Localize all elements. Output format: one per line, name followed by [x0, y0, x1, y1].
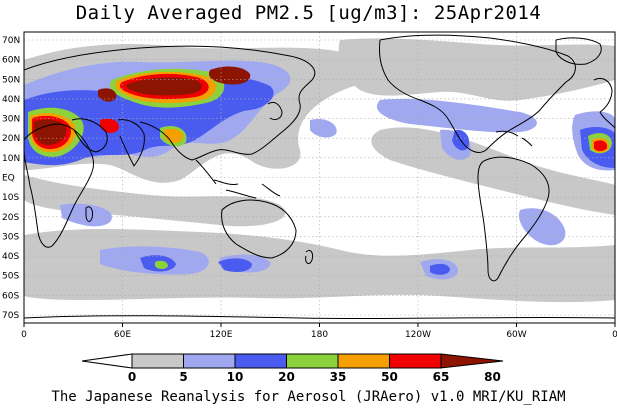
colorbar-max-triangle [440, 353, 504, 369]
latitude-label: 30N [2, 115, 20, 125]
colorbar-label: 20 [278, 370, 295, 384]
longitude-label: 120E [210, 330, 233, 340]
colorbar-label: 0 [128, 370, 136, 384]
latitude-label: EQ [2, 174, 15, 184]
colorbar-label: 5 [179, 370, 187, 384]
latitude-labels: 70N 60N 50N 40N 30N 20N 10N EQ 10S 20S 30S 40S 50S 60… [2, 36, 20, 321]
latitude-label: 30S [2, 232, 19, 242]
map-title: Daily Averaged PM2.5 [ug/m3]: 25Apr2014 [75, 2, 542, 24]
latitude-label: 10S [2, 193, 19, 203]
longitude-label: 0 [21, 330, 27, 340]
longitude-label: 60E [114, 330, 131, 340]
colorbar-label: 65 [433, 370, 450, 384]
latitude-label: 70N [2, 36, 20, 46]
colorbar-label: 35 [330, 370, 347, 384]
colorbar-segment [234, 353, 287, 369]
pm25-band-over-80 [34, 66, 251, 146]
latitude-label: 40N [2, 95, 20, 105]
colorbar-segment [183, 353, 236, 369]
colorbar-label: 10 [227, 370, 244, 384]
latitude-label: 20S [2, 213, 19, 223]
latitude-label: 10N [2, 154, 20, 164]
colorbar-segment [337, 353, 390, 369]
graticule [24, 32, 615, 323]
colorbar: 0 5 10 20 35 50 65 80 [81, 353, 504, 384]
colorbar-min-triangle [81, 353, 133, 369]
colorbar-label: 80 [484, 370, 501, 384]
colorbar-segment [389, 353, 442, 369]
longitude-label: 120W [405, 330, 431, 340]
colorbar-segment [286, 353, 339, 369]
latitude-label: 40S [2, 252, 19, 262]
colorbar-segment [131, 353, 184, 369]
longitude-label: 0 [612, 330, 617, 340]
latitude-label: 20N [2, 134, 20, 144]
coastlines [24, 34, 615, 320]
pm25-field [24, 32, 615, 323]
latitude-label: 50S [2, 272, 19, 282]
latitude-label: 60N [2, 56, 20, 66]
longitude-labels: 0 60E 120E 180 120W 60W 0 [21, 323, 617, 340]
latitude-label: 70S [2, 311, 19, 321]
longitude-label: 180 [311, 330, 328, 340]
longitude-label: 60W [506, 330, 526, 340]
footer-caption: The Japanese Reanalysis for Aerosol (JRA… [51, 389, 566, 405]
colorbar-label: 50 [381, 370, 398, 384]
latitude-label: 60S [2, 291, 19, 301]
latitude-label: 50N [2, 75, 20, 85]
